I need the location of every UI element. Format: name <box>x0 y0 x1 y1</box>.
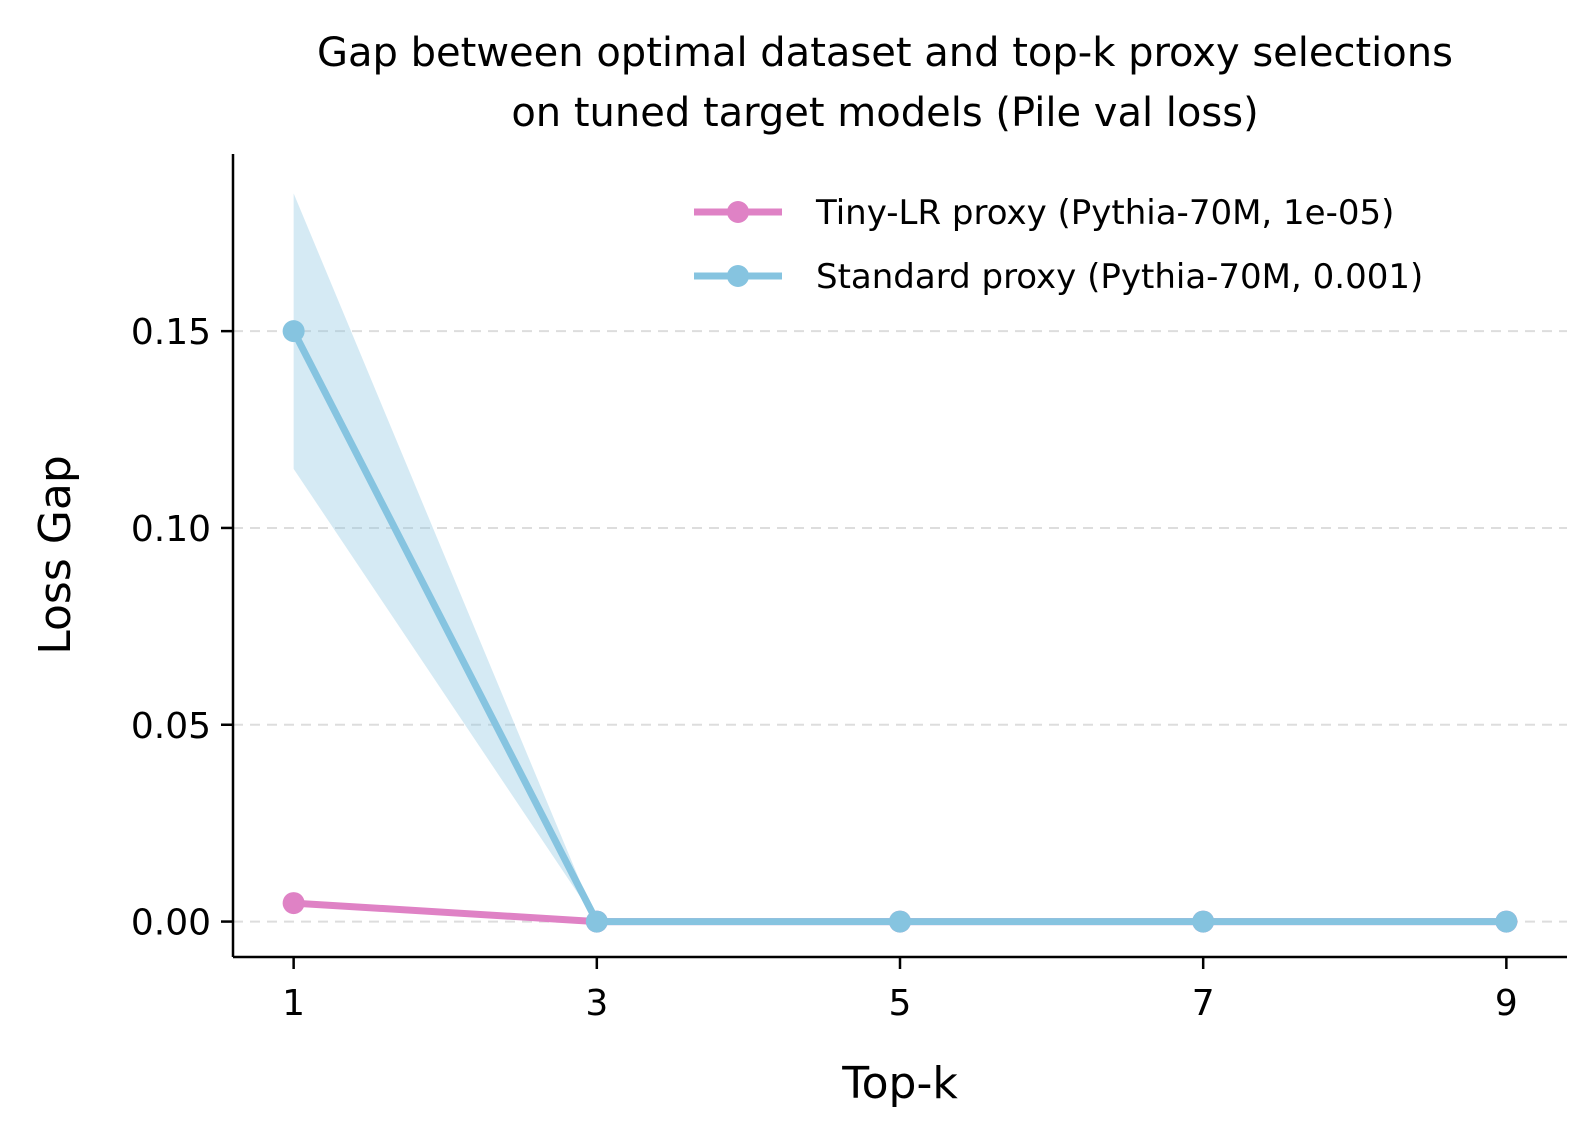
data-point <box>1495 910 1518 933</box>
legend-marker <box>727 201 749 223</box>
series-lines <box>282 320 1518 933</box>
data-point <box>1192 910 1215 933</box>
x-tick-label: 1 <box>282 983 305 1024</box>
legend: Tiny-LR proxy (Pythia-70M, 1e-05) Standar… <box>694 193 1423 297</box>
axis-ticks: 0.00 0.05 0.10 0.15 1 3 5 7 9 <box>131 312 1518 1024</box>
legend-marker <box>727 265 749 287</box>
y-tick-label: 0.00 <box>131 903 211 944</box>
y-tick-label: 0.05 <box>131 706 211 747</box>
x-tick-label: 3 <box>585 983 608 1024</box>
data-point <box>889 910 911 933</box>
data-point <box>282 320 305 343</box>
confidence-bands <box>293 193 1507 922</box>
data-point <box>282 892 305 915</box>
confidence-band <box>293 193 1507 922</box>
y-tick-label: 0.10 <box>131 509 211 550</box>
x-axis-label: Top-k <box>841 1058 958 1109</box>
legend-label: Standard proxy (Pythia-70M, 0.001) <box>816 257 1423 297</box>
x-tick-label: 7 <box>1192 983 1215 1024</box>
y-tick-label: 0.15 <box>131 312 211 353</box>
y-axis-label: Loss Gap <box>30 455 81 654</box>
data-point <box>585 910 608 933</box>
x-tick-label: 9 <box>1495 983 1518 1024</box>
chart-title-line-1: Gap between optimal dataset and top-k pr… <box>317 30 1453 76</box>
chart-title-line-2: on tuned target models (Pile val loss) <box>511 90 1258 136</box>
x-tick-label: 5 <box>889 983 912 1024</box>
series-line <box>290 327 1510 926</box>
legend-label: Tiny-LR proxy (Pythia-70M, 1e-05) <box>815 193 1394 233</box>
